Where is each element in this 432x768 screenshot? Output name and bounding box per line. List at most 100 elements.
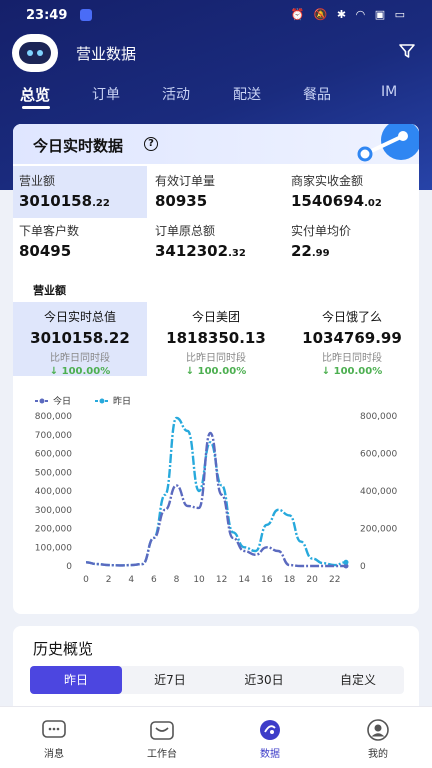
x-tick-label: 20 xyxy=(306,575,318,585)
series-end-point xyxy=(343,559,349,565)
x-tick-label: 0 xyxy=(83,575,89,585)
range-yesterday[interactable]: 昨日 xyxy=(30,666,122,694)
legend-dot xyxy=(99,398,105,404)
y-right-tick-label: 600,000 xyxy=(360,450,397,460)
today-label: 今日美团 xyxy=(191,310,240,324)
series-end-point xyxy=(343,563,349,569)
legend-label-today: 今日 xyxy=(53,395,71,407)
today-percent: ↓ 100.00% xyxy=(185,366,247,377)
robot-logo-icon xyxy=(12,34,58,72)
legend-label-yesterday: 昨日 xyxy=(113,395,131,407)
history-range-selector: 昨日 近7日 近30日 自定义 xyxy=(30,666,404,694)
nav-label: 我的 xyxy=(368,749,388,760)
tab-active-indicator xyxy=(22,106,50,109)
nav-messages[interactable]: 消息 xyxy=(0,707,108,768)
metric-original-total[interactable]: 订单原总额 3412302.32 xyxy=(149,216,283,268)
today-value: 1818350.13 xyxy=(166,329,266,347)
metric-merchant-income[interactable]: 商家实收金额 1540694.02 xyxy=(285,166,419,218)
nav-label: 数据 xyxy=(260,749,280,760)
metric-value: 22.99 xyxy=(291,242,330,260)
x-tick-label: 8 xyxy=(174,575,180,585)
today-eleme[interactable]: 今日饿了么 1034769.99 比昨日同时段 ↓ 100.00% xyxy=(285,302,419,377)
series-line-yesterday xyxy=(85,416,347,567)
y-right-tick-label: 800,000 xyxy=(360,412,397,422)
y-left-tick-label: 700,000 xyxy=(35,431,72,441)
x-tick-label: 12 xyxy=(216,575,227,585)
today-total[interactable]: 今日实时总值 3010158.22 比昨日同时段 ↓ 100.00% xyxy=(13,302,147,377)
tab-activities[interactable]: 活动 xyxy=(162,87,190,103)
data-icon xyxy=(260,720,280,740)
metric-customers[interactable]: 下单客户数 80495 xyxy=(13,216,147,268)
history-card: 历史概览 昨日 近7日 近30日 自定义 xyxy=(13,626,419,706)
x-tick-label: 2 xyxy=(106,575,112,585)
history-title: 历史概览 xyxy=(33,640,94,658)
filter-icon[interactable] xyxy=(398,42,416,60)
status-icons: ⏰ 🔕 ✱ ◠ ▣ ▭ xyxy=(290,8,408,21)
metric-avg-price[interactable]: 实付单均价 22.99 xyxy=(285,216,419,268)
today-label: 今日实时总值 xyxy=(43,310,116,324)
y-left-tick-label: 100,000 xyxy=(35,543,72,553)
tab-overview[interactable]: 总览 xyxy=(20,86,51,104)
tab-im[interactable]: IM xyxy=(381,84,398,100)
range-custom[interactable]: 自定义 xyxy=(339,673,376,687)
nav-label: 工作台 xyxy=(147,749,177,760)
range-30days[interactable]: 近30日 xyxy=(244,673,284,687)
bottom-nav: 消息 工作台 数据 我的 xyxy=(0,706,432,768)
realtime-card: 今日实时数据 ? 营业额 3010158.22 有效订单量 80935 商家实收… xyxy=(13,124,419,614)
today-meituan[interactable]: 今日美团 1818350.13 比昨日同时段 ↓ 100.00% xyxy=(149,302,283,377)
x-tick-label: 14 xyxy=(239,575,251,585)
metric-value: 80935 xyxy=(155,192,208,210)
today-compare: 比昨日同时段 xyxy=(186,353,246,364)
status-time: 23:49 xyxy=(26,8,68,23)
y-right-tick-label: 0 xyxy=(360,562,366,572)
revenue-line-chart: 0 100,000 200,000 300,000 400,000 500,000 600,… xyxy=(35,395,398,585)
nav-label: 消息 xyxy=(44,749,64,760)
metric-revenue[interactable]: 营业额 3010158.22 xyxy=(13,166,147,218)
app-notification-icon xyxy=(80,9,92,21)
tab-dishes[interactable]: 餐品 xyxy=(303,87,331,103)
x-tick-label: 4 xyxy=(128,575,134,585)
decorative-link-icon xyxy=(357,124,419,162)
series-line-today xyxy=(85,431,346,568)
realtime-title: 今日实时数据 xyxy=(33,137,124,155)
x-tick-label: 6 xyxy=(151,575,157,585)
today-compare: 比昨日同时段 xyxy=(322,353,382,364)
today-label: 今日饿了么 xyxy=(321,310,382,324)
metric-value: 3412302.32 xyxy=(155,242,246,260)
y-left-tick-label: 600,000 xyxy=(35,450,72,460)
metric-valid-orders[interactable]: 有效订单量 80935 xyxy=(149,166,283,218)
y-left-tick-label: 400,000 xyxy=(35,487,72,497)
tab-orders[interactable]: 订单 xyxy=(92,87,120,103)
page-title: 营业数据 xyxy=(76,45,137,63)
y-left-tick-label: 800,000 xyxy=(35,412,72,422)
workbench-icon xyxy=(150,721,174,740)
range-7days[interactable]: 近7日 xyxy=(154,673,186,687)
tab-delivery[interactable]: 配送 xyxy=(233,87,261,103)
help-icon[interactable]: ? xyxy=(144,137,158,151)
today-percent: ↓ 100.00% xyxy=(49,366,111,377)
y-left-tick-label: 0 xyxy=(66,562,72,572)
y-left-tick-label: 300,000 xyxy=(35,506,72,516)
today-value: 3010158.22 xyxy=(30,329,130,347)
message-icon xyxy=(42,720,66,738)
metric-label: 商家实收金额 xyxy=(291,174,364,188)
nav-workbench[interactable]: 工作台 xyxy=(108,707,216,768)
revenue-section-label: 营业额 xyxy=(33,284,66,297)
metric-value: 80495 xyxy=(19,242,72,260)
nav-profile[interactable]: 我的 xyxy=(324,707,432,768)
today-percent: ↓ 100.00% xyxy=(321,366,383,377)
realtime-card-header: 今日实时数据 ? xyxy=(13,124,419,164)
nav-data[interactable]: 数据 xyxy=(216,707,324,768)
metric-label: 实付单均价 xyxy=(291,224,352,238)
y-right-tick-label: 400,000 xyxy=(360,487,397,497)
x-tick-label: 16 xyxy=(261,575,273,585)
x-tick-label: 10 xyxy=(193,575,205,585)
metric-label: 订单原总额 xyxy=(155,224,216,238)
today-compare: 比昨日同时段 xyxy=(50,353,110,364)
y-left-tick-label: 500,000 xyxy=(35,468,72,478)
metric-label: 有效订单量 xyxy=(155,174,216,188)
metric-value: 1540694.02 xyxy=(291,192,382,210)
legend-dot xyxy=(39,398,45,404)
y-left-tick-label: 200,000 xyxy=(35,525,72,535)
x-tick-label: 18 xyxy=(284,575,296,585)
